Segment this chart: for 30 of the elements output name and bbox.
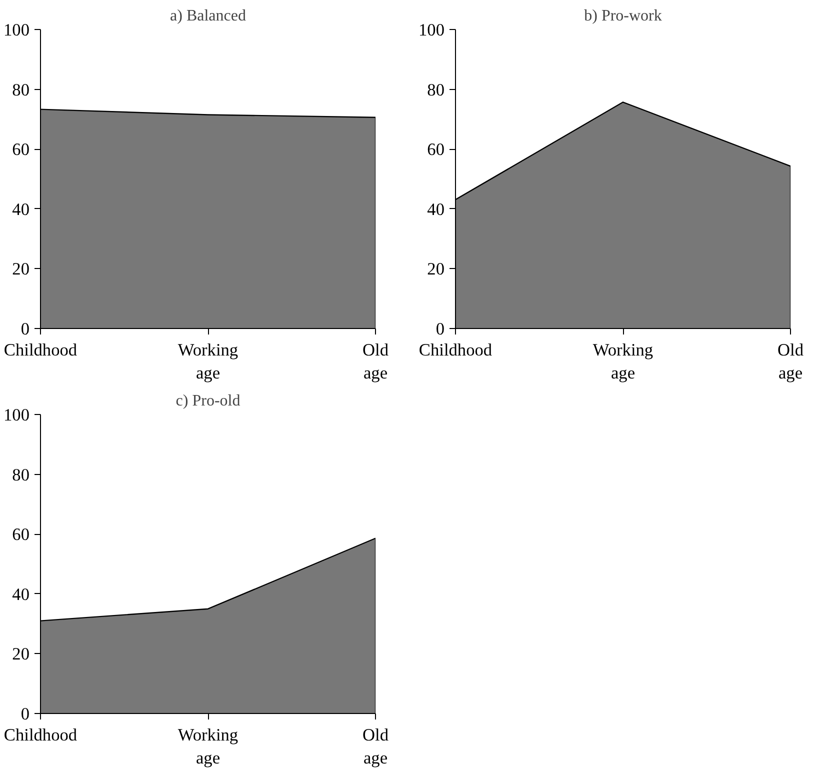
chart-title: b) Pro-work [584,8,662,24]
y-tick-label: 20 [12,260,30,279]
y-tick-label: 60 [12,140,30,160]
x-tick-label: Old age [778,340,804,382]
x-tick-label: Working age [592,340,654,382]
y-tick-label: 100 [418,20,445,40]
x-tick-label: Childhood [418,340,492,360]
y-tick-label: 40 [12,200,30,219]
y-tick-label: 0 [436,320,445,338]
x-tick-label: Working age [178,726,238,768]
x-tick-label: Working age [178,340,238,382]
x-tick-label: Childhood [4,726,78,744]
y-tick-label: 0 [20,320,30,338]
y-tick-label: 0 [20,704,30,724]
y-tick-label: 80 [12,80,30,100]
chart-title: c) Pro-old [176,392,240,410]
x-tick-label: Old age [362,340,389,382]
y-tick-label: 20 [12,644,30,664]
y-tick-label: 40 [12,584,30,604]
y-tick-label: 20 [427,260,444,279]
y-tick-label: 40 [427,200,444,219]
chart-title: a) Balanced [170,8,246,24]
y-tick-label: 80 [12,465,30,484]
y-tick-label: 80 [427,80,444,100]
y-tick-label: 60 [12,525,30,544]
x-tick-label: Old age [362,726,389,768]
y-tick-label: 100 [4,20,30,40]
y-tick-label: 100 [4,406,30,424]
y-tick-label: 60 [427,140,444,160]
x-tick-label: Childhood [4,340,78,360]
